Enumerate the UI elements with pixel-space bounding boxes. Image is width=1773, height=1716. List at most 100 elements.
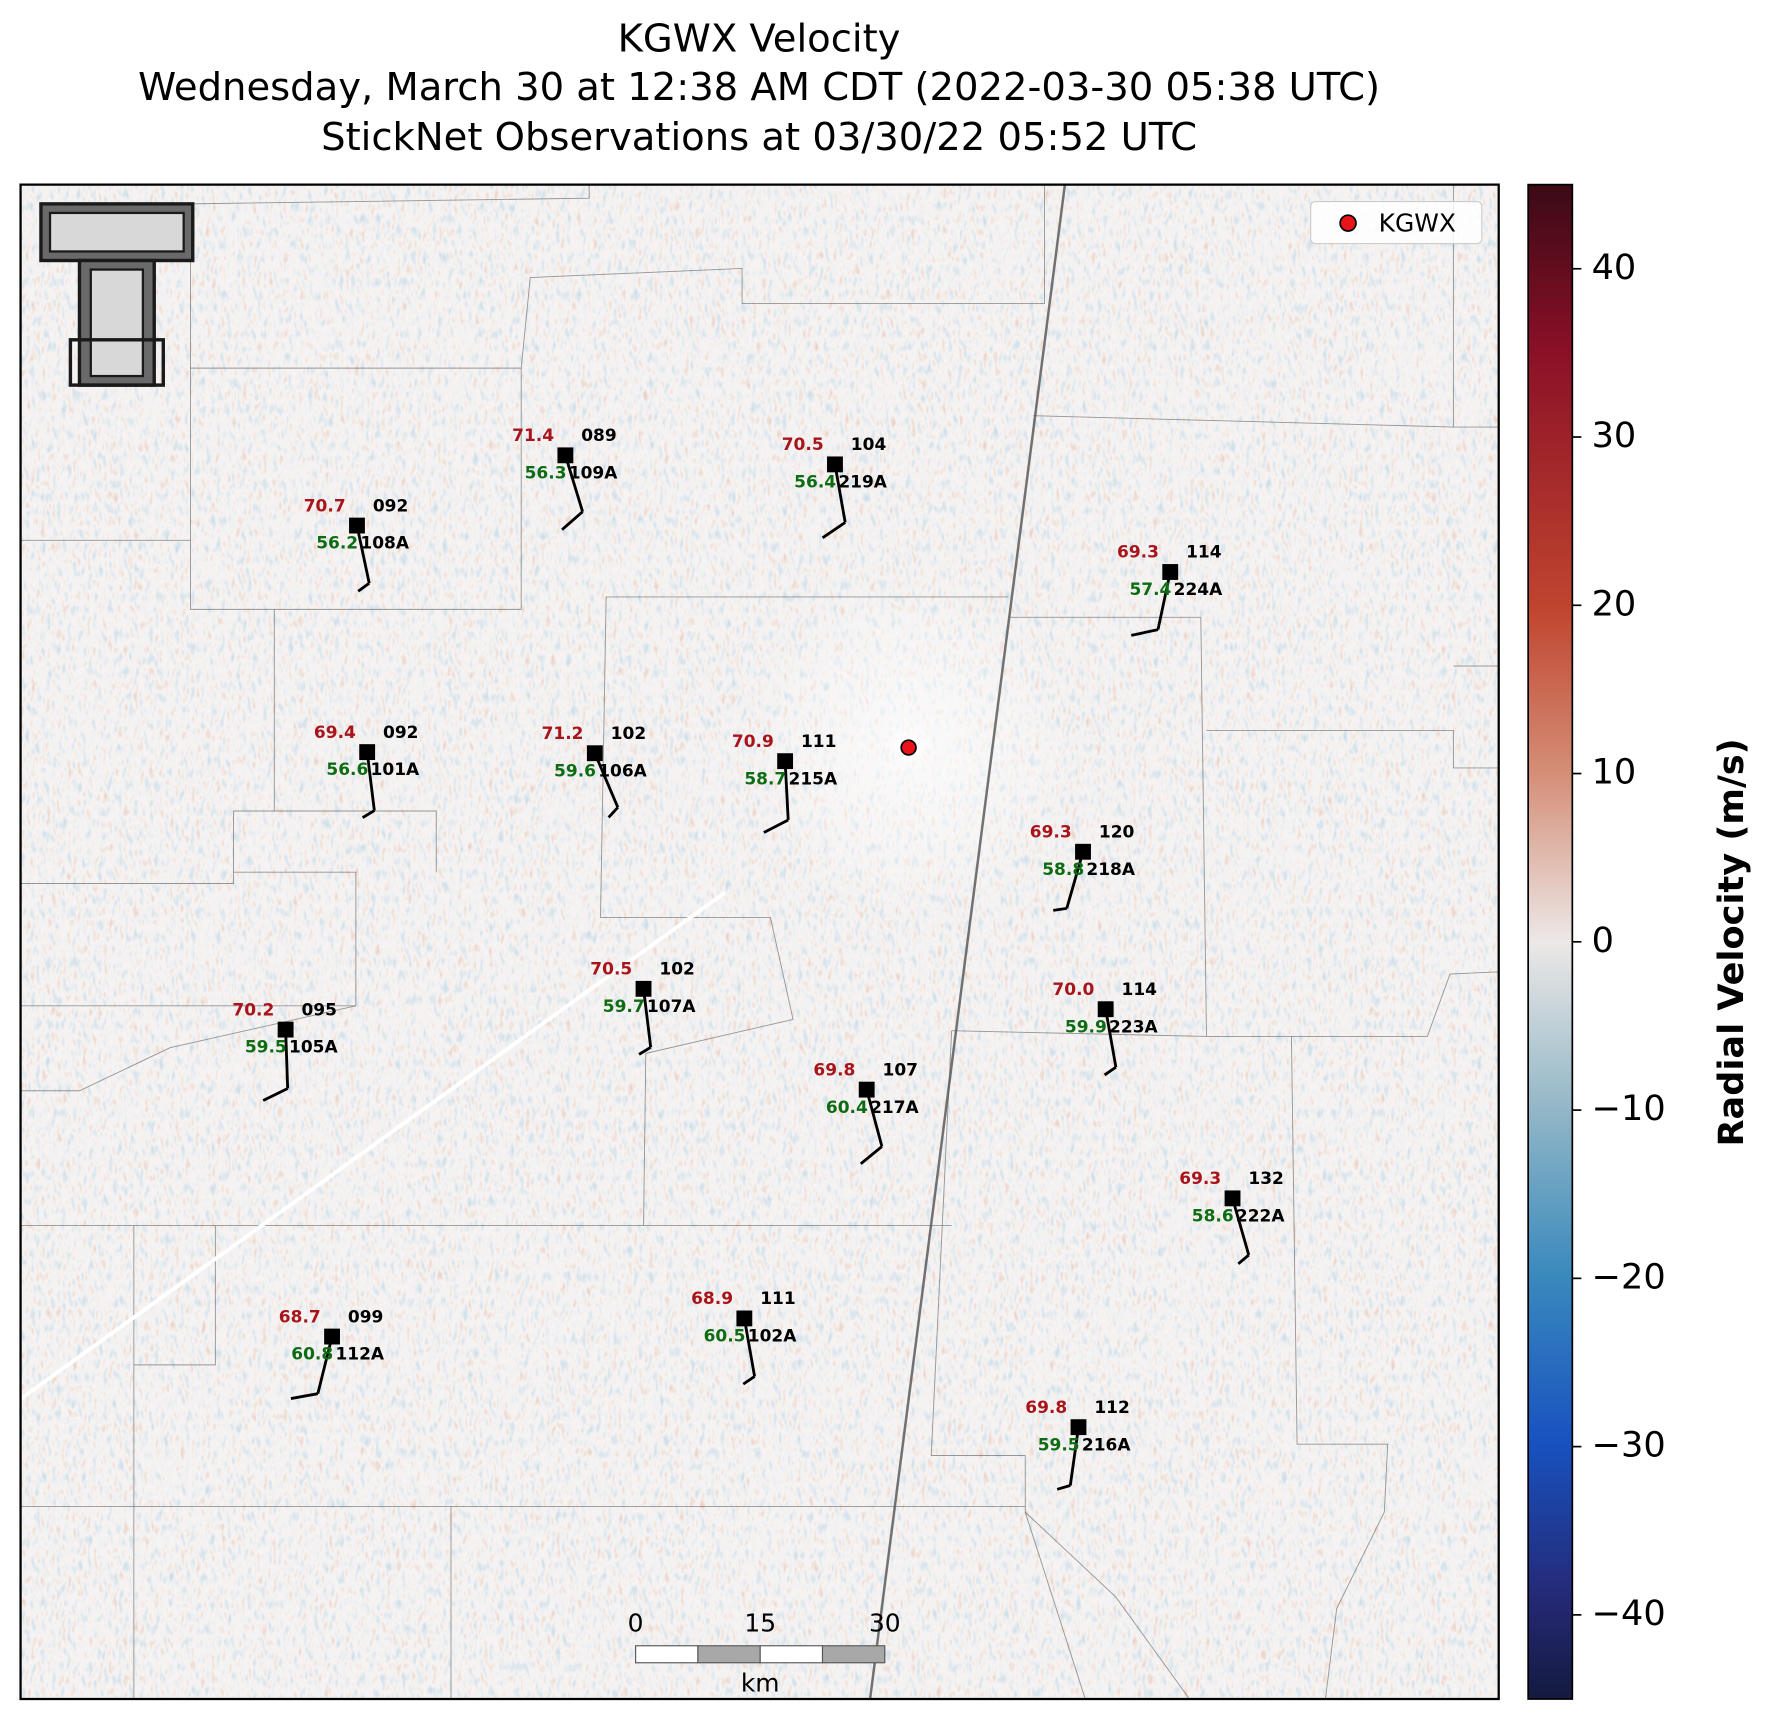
station-id: 222A: [1236, 1206, 1285, 1226]
station-marker: [736, 1310, 753, 1327]
pressure: 102: [659, 960, 694, 980]
station-marker: [1224, 1190, 1241, 1207]
legend-box: [1310, 201, 1483, 245]
station-id: 107A: [647, 997, 696, 1017]
station-marker: [1070, 1419, 1087, 1436]
station: 68.7 099 60.8 112A: [279, 1307, 385, 1400]
pressure: 120: [1099, 823, 1134, 843]
dewpoint: 58.8: [1042, 860, 1084, 880]
wind-barb: [1237, 1253, 1250, 1265]
colorbar-tick-label: 30: [1592, 415, 1637, 456]
county-line: [951, 616, 1207, 1037]
scale-segment: [821, 1645, 886, 1664]
pressure: 114: [1122, 980, 1158, 1000]
temperature: 70.7: [304, 496, 346, 516]
radar-site: [900, 739, 917, 756]
station-marker: [827, 456, 843, 473]
station: 70.5 102 59.7 107A: [590, 960, 696, 1056]
dewpoint: 56.2: [316, 534, 358, 554]
county-line: [1206, 971, 1499, 1037]
station-marker: [557, 447, 574, 464]
station: 69.3 120 58.8 218A: [1030, 823, 1136, 912]
wind-staff: [284, 1029, 290, 1089]
dewpoint: 59.5: [245, 1038, 287, 1058]
station-marker: [1075, 843, 1091, 860]
pressure: 102: [611, 724, 646, 744]
station-id: 108A: [360, 534, 409, 554]
wind-barb: [357, 582, 371, 593]
wind-staff: [1065, 851, 1085, 909]
colorbar-tick-label: −40: [1592, 1593, 1666, 1634]
dewpoint: 59.9: [1065, 1017, 1107, 1037]
pressure: 112: [1094, 1398, 1129, 1418]
station-id: 105A: [289, 1038, 338, 1058]
wind-barb: [290, 1392, 319, 1400]
station-marker: [858, 1081, 875, 1098]
scale-tick-label: 30: [869, 1608, 901, 1637]
temperature: 68.9: [691, 1289, 733, 1309]
wind-barb: [1053, 906, 1067, 912]
wind-staff: [355, 525, 371, 584]
title: KGWX Velocity: [618, 16, 901, 61]
wind-staff: [564, 454, 584, 513]
colorbar-tick-label: −30: [1592, 1425, 1666, 1466]
radar-center: [20, 184, 1499, 1700]
scale-tick-label: 0: [628, 1608, 644, 1637]
station: 69.4 092 56.6 101A: [314, 723, 420, 819]
map: [20, 184, 1499, 1700]
pressure: 089: [581, 426, 616, 446]
station-id: 109A: [569, 463, 618, 483]
station-marker: [324, 1328, 340, 1345]
logo-stem-inner: [89, 268, 145, 378]
station-id: 217A: [870, 1098, 919, 1118]
dewpoint: 58.6: [1192, 1206, 1234, 1226]
temperature: 69.8: [813, 1060, 855, 1080]
wind-staff: [593, 752, 620, 808]
wind-barb: [561, 510, 584, 531]
wind-barb: [1130, 628, 1159, 637]
station-id: 219A: [838, 473, 887, 493]
subtitle: StickNet Observations at 03/30/22 05:52 …: [321, 115, 1197, 160]
station-marker: [635, 980, 652, 997]
pressure: 095: [301, 1000, 336, 1020]
wind-barb: [262, 1087, 289, 1102]
wind-barb: [361, 809, 376, 819]
station-id: 224A: [1174, 580, 1223, 600]
wind-barb: [763, 818, 789, 834]
pressure: 092: [383, 723, 418, 743]
temperature: 69.3: [1030, 823, 1072, 843]
pressure: 107: [883, 1060, 918, 1080]
pressure: 111: [760, 1289, 795, 1309]
colorbar: [1527, 183, 1574, 1700]
station: 71.4 089 56.3 109A: [512, 426, 618, 531]
pressure: 099: [348, 1307, 383, 1327]
wind-staff: [316, 1336, 334, 1395]
dewpoint: 57.4: [1129, 580, 1171, 600]
colorbar-label: Radial Velocity (m/s): [1711, 738, 1752, 1146]
dewpoint: 60.5: [704, 1327, 746, 1347]
subtitle: Wednesday, March 30 at 12:38 AM CDT (202…: [138, 65, 1380, 110]
scale-tick-label: 15: [744, 1608, 776, 1637]
wind-barb: [742, 1375, 756, 1386]
temperature: 70.5: [590, 960, 632, 980]
station-id: 112A: [335, 1345, 384, 1365]
dewpoint: 59.7: [603, 997, 645, 1017]
county-line: [20, 1005, 356, 1092]
scale-segment: [759, 1645, 824, 1664]
colorbar-tick-label: 40: [1592, 247, 1637, 288]
temperature: 69.3: [1117, 543, 1159, 563]
highway: [868, 184, 1067, 1700]
county-line: [20, 609, 275, 884]
scale-segment: [697, 1645, 761, 1664]
county-line: [930, 1030, 1086, 1700]
pressure: 092: [373, 496, 408, 516]
colorbar-tick-label: 0: [1592, 920, 1614, 961]
map-frame: [19, 183, 1500, 1701]
county-lines: [20, 184, 1499, 1700]
dewpoint: 56.3: [525, 463, 567, 483]
colorbar-tick-label: −20: [1592, 1256, 1666, 1297]
temperature: 71.4: [512, 426, 554, 446]
beam-blockage: [20, 890, 727, 1401]
